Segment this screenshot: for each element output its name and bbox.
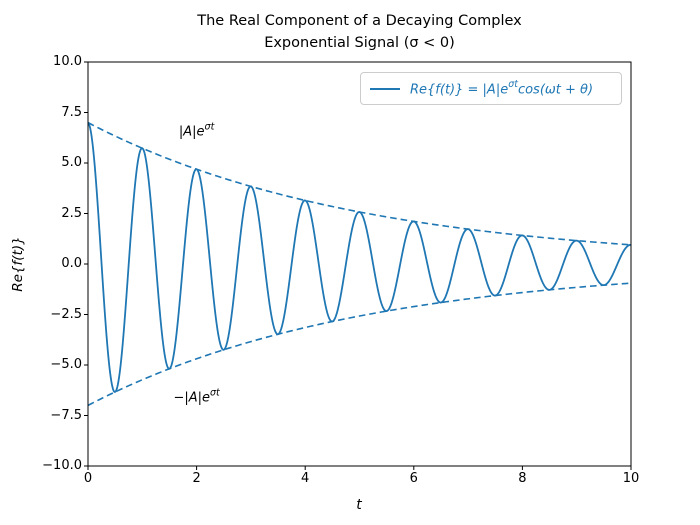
legend-line-sample-icon [370,87,400,90]
y-tick-label: −10.0 [42,458,82,473]
x-tick-label: 6 [409,471,418,486]
chart-title-line-1: The Real Component of a Decaying Complex [197,13,522,29]
x-tick-label: 4 [301,471,310,486]
y-tick-label: −7.5 [50,407,82,423]
y-tick-label: −5.0 [50,357,82,372]
chart-title-line-2: Exponential Signal (σ < 0) [264,34,455,51]
legend-label-exponent: σt [508,78,518,90]
signal-line [87,121,631,393]
y-tick-label: −2.5 [50,306,82,322]
chart-title: The Real Component of a Decaying Complex… [88,11,631,54]
y-tick-label: 5.0 [61,155,82,170]
legend-label: Re{f(t)} = |A|eσtcos(ωt + θ) [410,78,594,98]
upper-envelope-line [87,121,632,246]
plot-frame [87,61,632,467]
x-tick-label: 2 [192,471,201,486]
legend-label-rest: cos(ωt + θ) [517,82,594,98]
x-axis-label: t [356,497,362,513]
legend-label-base: Re{f(t)} = |A|e [410,82,509,98]
x-tick-label: 8 [518,471,527,486]
x-tick-label: 0 [83,471,93,486]
y-tick-label: 10.0 [53,54,82,69]
lower-envelope-line [87,282,632,407]
y-tick-label: 2.5 [61,205,82,221]
y-tick-label: 0.0 [61,256,82,271]
legend-box: Re{f(t)} = |A|eσtcos(ωt + θ) [360,72,622,105]
y-tick-label: 7.5 [61,104,82,120]
x-tick-label: 10 [622,471,640,486]
